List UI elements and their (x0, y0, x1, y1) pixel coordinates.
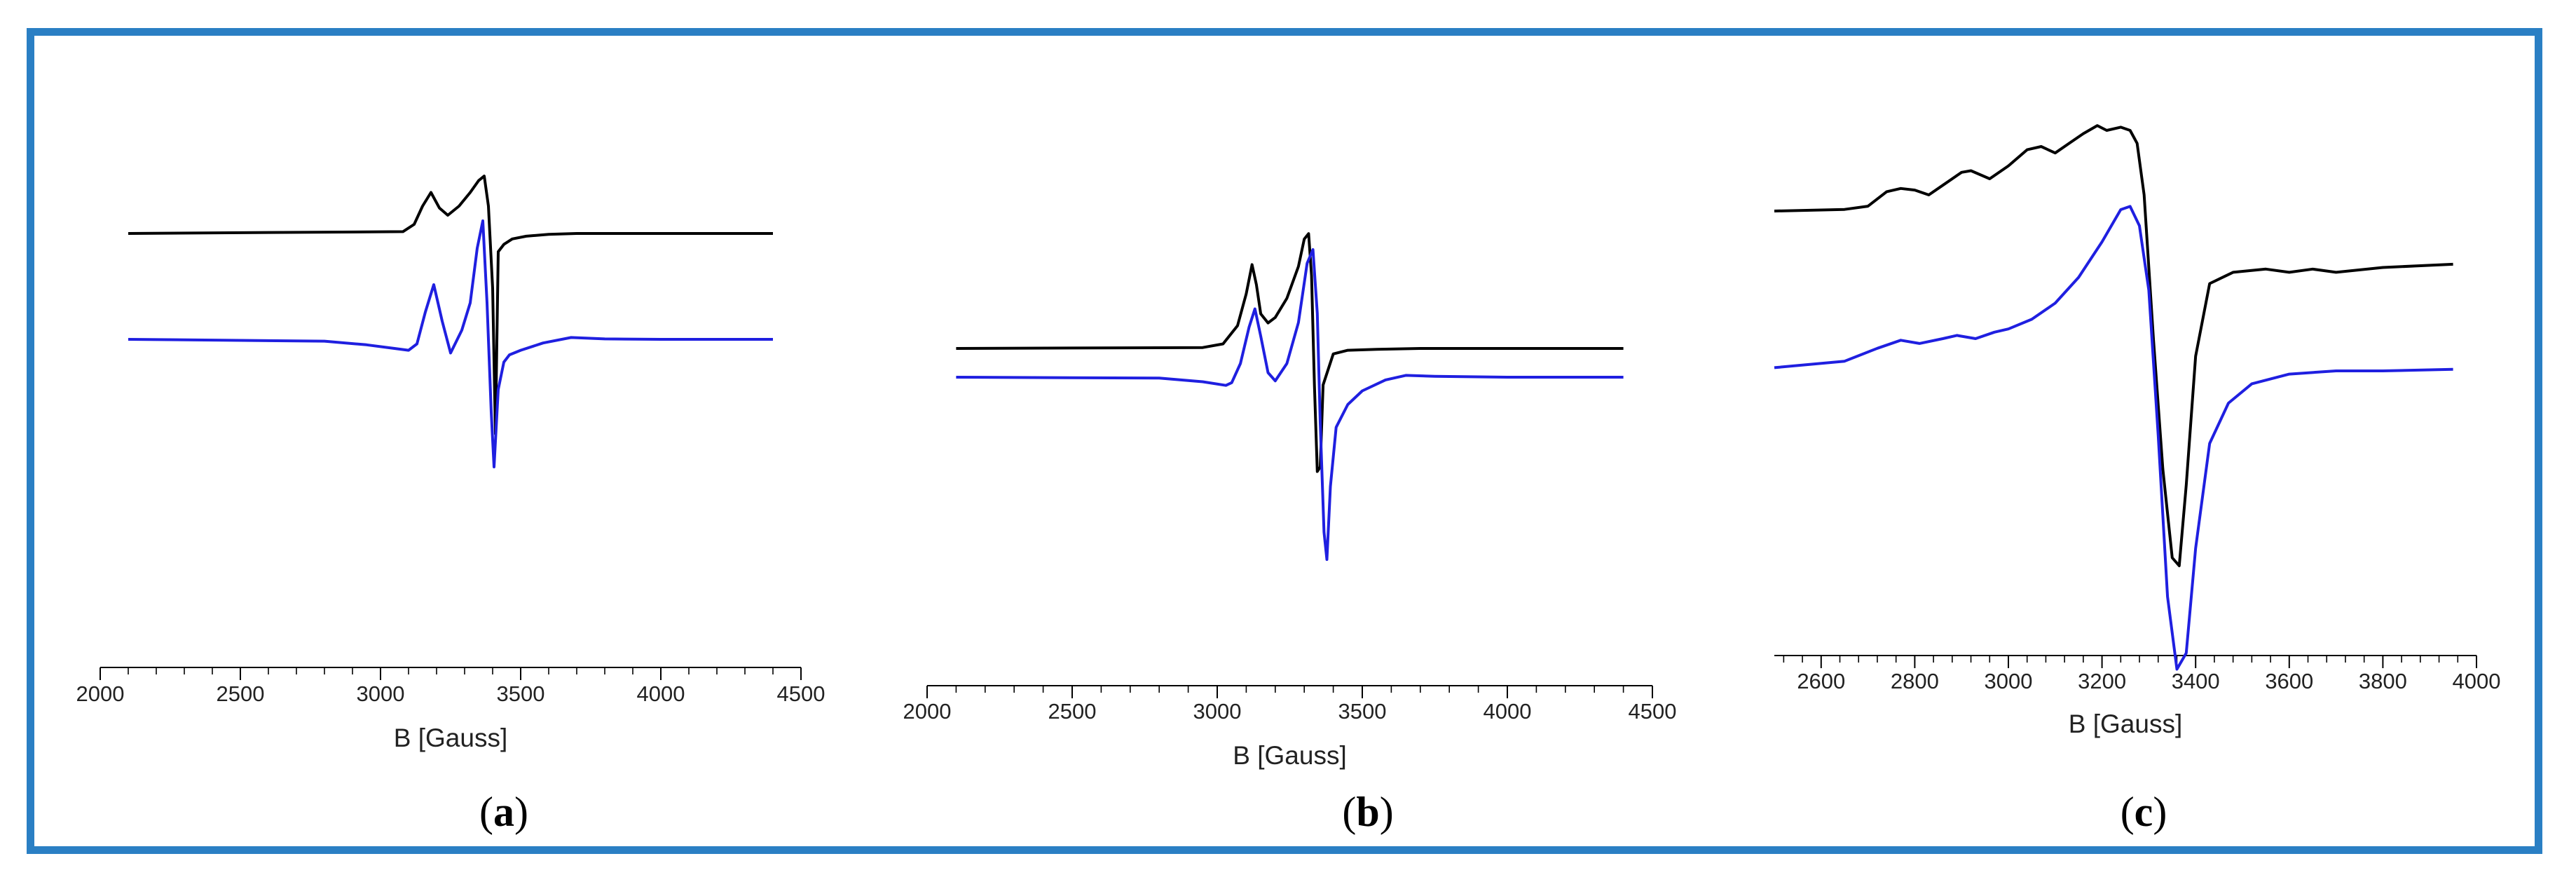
series-line-1 (956, 232, 1624, 473)
figure-frame (27, 28, 2542, 854)
x-tick-label: 3000 (357, 681, 405, 706)
x-tick-label: 4000 (637, 681, 685, 706)
x-tick-label: 2500 (1048, 699, 1097, 724)
panel-label: (a) (479, 789, 528, 835)
panel-label: (c) (2121, 789, 2167, 835)
panel-b: 2000 2500 3000 3500 4000 4500 B [Gauss] (b) (903, 232, 1677, 835)
x-tick-label: 3000 (1193, 699, 1242, 724)
series-line-1 (128, 175, 773, 435)
x-tick-label: 2500 (217, 681, 265, 706)
x-tick-label: 3400 (2172, 669, 2220, 693)
series-line-1 (1774, 124, 2453, 567)
x-tick-label: 3500 (497, 681, 545, 706)
panel-c: 2600 2800 3000 3200 3400 3600 3800 4000 B [Gauss… (1774, 124, 2501, 835)
x-axis-title: B [Gauss] (2069, 710, 2182, 738)
x-tick-label: 2600 (1797, 669, 1845, 693)
x-tick-label: 3000 (1985, 669, 2033, 693)
x-tick-label: 3800 (2359, 669, 2407, 693)
x-tick-label: 3500 (1338, 699, 1387, 724)
x-tick-label: 2800 (1891, 669, 1939, 693)
x-tick-label: 4000 (1484, 699, 1532, 724)
panel-label: (b) (1342, 789, 1393, 835)
x-tick-label: 3600 (2265, 669, 2313, 693)
x-tick-label: 2000 (903, 699, 952, 724)
panel-a: 2000 2500 3000 3500 4000 4500 B [Gauss] (a) (76, 175, 825, 835)
x-tick-label: 2000 (76, 681, 125, 706)
series-line-2 (1774, 205, 2453, 671)
x-tick-label: 4000 (2453, 669, 2501, 693)
series-line-2 (956, 248, 1624, 561)
x-tick-label: 4500 (777, 681, 825, 706)
x-axis-title: B [Gauss] (394, 724, 507, 752)
x-axis-title: B [Gauss] (1233, 741, 1346, 770)
x-tick-label: 4500 (1629, 699, 1677, 724)
series-line-2 (128, 219, 773, 468)
x-tick-label: 3200 (2078, 669, 2126, 693)
